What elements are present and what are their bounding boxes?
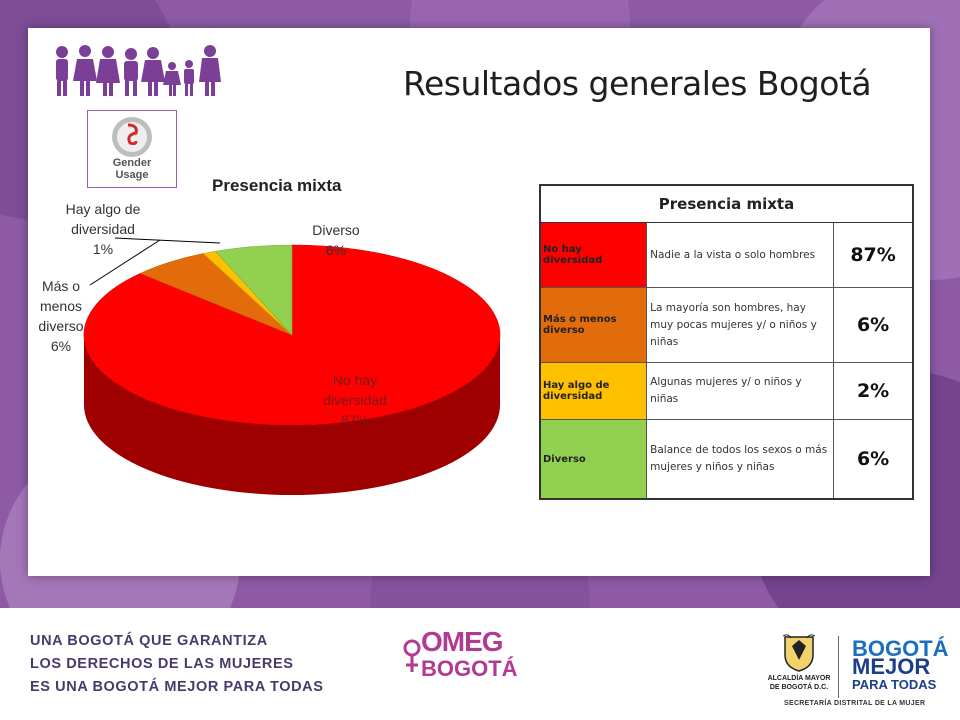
omeg-logo: OMEG BOGOTÁ	[403, 626, 518, 686]
table-percent-cell: 87%	[833, 222, 914, 288]
pie-slice	[83, 244, 501, 426]
table-percent-cell: 2%	[833, 362, 914, 420]
gender-usage-logo: Gender Usage	[87, 110, 177, 188]
table-category-cell: Más o menos diverso	[539, 287, 648, 363]
table-row: Diverso Balance de todos los sexos o más…	[539, 419, 914, 500]
pie-leader-line	[89, 239, 161, 286]
table-category-cell: No hay diversidad	[539, 222, 648, 288]
table-row: Más o menos diverso La mayoría son hombr…	[539, 287, 914, 363]
pie-slice-side	[84, 335, 500, 495]
people-icon	[56, 45, 221, 96]
pie-label-line: Más o	[41, 278, 81, 294]
footer-line: LOS DERECHOS DE LAS MUJERES	[30, 656, 294, 672]
svg-text:Usage: Usage	[115, 169, 148, 181]
table-description-cell: Balance de todos los sexos o más mujeres…	[646, 419, 835, 500]
pie-label-line: No hay	[332, 372, 378, 388]
secretaria-text: SECRETARÍA DISTRITAL DE LA MUJER	[784, 700, 926, 707]
footer-slogan: UNA BOGOTÁ QUE GARANTIZA LOS DERECHOS DE…	[30, 630, 324, 699]
pie-label-diverso: Diverso 6%	[300, 220, 372, 260]
coat-of-arms-icon	[782, 634, 816, 672]
table-description-cell: La mayoría son hombres, hay muy pocas mu…	[646, 287, 835, 363]
page-title: Resultados generales Bogotá	[403, 64, 872, 103]
pie-label-line: 6%	[50, 338, 72, 354]
table-row: Hay algo de diversidad Algunas mujeres y…	[539, 362, 914, 420]
footer-line: ES UNA BOGOTÁ MEJOR PARA TODAS	[30, 679, 324, 695]
pie-label-line: 87%	[340, 412, 370, 428]
table-percent-cell: 6%	[833, 287, 914, 363]
bogota-mejor-line1: BOGOTÁ	[852, 636, 949, 661]
pie-label-hay-algo-de-diversidad: Hay algo de diversidad 1%	[48, 199, 158, 259]
bogota-mejor-logo: BOGOTÁ MEJOR PARA TODAS	[852, 636, 949, 694]
omeg-logo-bottom: BOGOTÁ	[421, 656, 518, 681]
pie-label-line: diversidad	[323, 392, 387, 408]
pie-leader-line	[114, 237, 221, 244]
pie-label-line: 1%	[92, 241, 114, 257]
bogota-mejor-line3: PARA TODAS	[852, 677, 937, 692]
pie-slice	[214, 244, 293, 336]
table-row: No hay diversidad Nadie a la vista o sol…	[539, 222, 914, 288]
female-symbol-icon	[403, 639, 421, 672]
table-percent-cell: 6%	[833, 419, 914, 500]
omeg-logo-top: OMEG	[421, 626, 504, 657]
pie-label-mas-o-menos-diverso: Más o menos diverso 6%	[36, 276, 86, 356]
table-header: Presencia mixta	[540, 185, 913, 223]
table-category-cell: Hay algo de diversidad	[539, 362, 648, 420]
summary-table: Presencia mixta No hay diversidad Nadie …	[539, 184, 914, 500]
table-category-cell: Diverso	[539, 419, 648, 500]
pie-label-line: diverso	[38, 318, 84, 334]
pie-label-no-hay-diversidad: No hay diversidad 87%	[305, 370, 405, 430]
pie-label-line: Diverso	[312, 222, 360, 238]
pie-label-line: Hay algo de	[65, 201, 141, 217]
table-description-cell: Nadie a la vista o solo hombres	[646, 222, 835, 288]
chart-title: Presencia mixta	[212, 176, 342, 195]
pie-chart	[83, 237, 501, 495]
table-description-cell: Algunas mujeres y/ o niños y niñas	[646, 362, 835, 420]
footer-line: UNA BOGOTÁ QUE GARANTIZA	[30, 633, 268, 649]
svg-text:Gender: Gender	[113, 157, 152, 169]
logo-divider	[838, 636, 839, 698]
bogota-mejor-line2: MEJOR	[852, 654, 931, 679]
pie-label-line: 6%	[325, 242, 347, 258]
pie-label-line: menos	[39, 298, 83, 314]
pie-label-line: diversidad	[71, 221, 135, 237]
alcaldia-logo: ALCALDÍA MAYOR DE BOGOTÁ D.C.	[765, 634, 833, 692]
alcaldia-text: ALCALDÍA MAYOR DE BOGOTÁ D.C.	[767, 675, 831, 691]
